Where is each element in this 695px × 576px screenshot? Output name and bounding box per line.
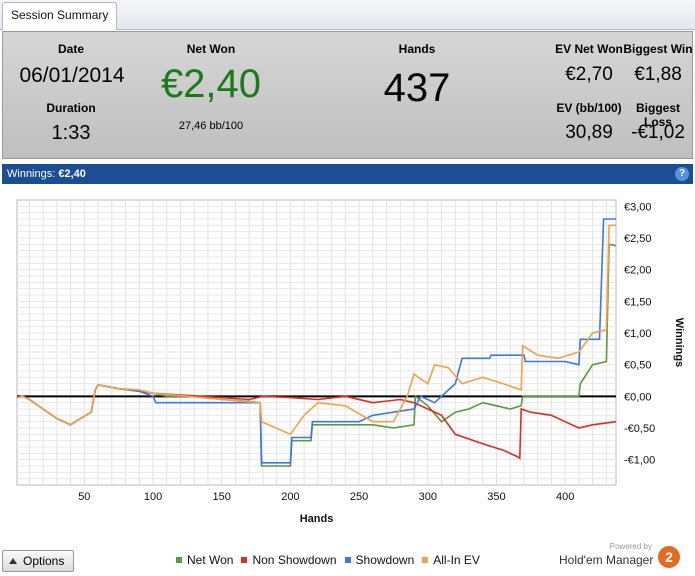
ev-net-won-label: EV Net Won bbox=[555, 42, 623, 56]
options-label: Options bbox=[23, 554, 65, 568]
biggest-win-value: €1,88 bbox=[634, 64, 682, 85]
x-tick-label: 250 bbox=[350, 491, 368, 503]
legend-item: All-In EV bbox=[422, 553, 480, 567]
winnings-chart: 50 100 150 200 250 300 350 400 €3,00 €2,50 €2,00 €1… bbox=[16, 199, 685, 525]
tab-session-summary[interactable]: Session Summary bbox=[2, 2, 118, 30]
legend-item: Net Won bbox=[176, 553, 233, 567]
date-value: 06/01/2014 bbox=[19, 64, 125, 87]
help-icon[interactable]: ? bbox=[675, 167, 689, 181]
chart-header-bar: Winnings: €2,40 ? bbox=[2, 164, 693, 184]
duration-label: Duration bbox=[46, 101, 96, 115]
net-won-value: €2,40 bbox=[160, 62, 262, 106]
x-tick-label: 300 bbox=[419, 491, 437, 503]
legend-swatch bbox=[176, 557, 182, 563]
legend-label: Non Showdown bbox=[252, 553, 337, 567]
legend-swatch bbox=[344, 557, 351, 563]
chart-header-title: Winnings: bbox=[7, 168, 56, 180]
y-tick-label: €1,00 bbox=[624, 328, 652, 340]
legend-item: Showdown bbox=[344, 553, 415, 567]
legend-swatch bbox=[422, 557, 429, 563]
brand-badge-icon: 2 bbox=[658, 546, 680, 568]
date-label: Date bbox=[57, 42, 84, 56]
biggest-loss-label: Biggest Loss bbox=[635, 101, 680, 129]
legend-label: All-In EV bbox=[433, 553, 480, 567]
net-won-label: Net Won bbox=[186, 42, 236, 56]
brand-name: Hold'em Manager bbox=[559, 553, 654, 567]
series-line bbox=[16, 224, 616, 436]
y-tick-label: €0,50 bbox=[624, 360, 652, 372]
legend-item: Non Showdown bbox=[241, 553, 337, 567]
ev-net-won-value: €2,70 bbox=[565, 64, 613, 85]
x-tick-label: 100 bbox=[144, 491, 162, 503]
plot-area bbox=[16, 199, 617, 486]
biggest-win-label: Biggest Win bbox=[623, 42, 693, 56]
y-tick-label: €3,00 bbox=[624, 201, 652, 213]
y-tick-label: €1,50 bbox=[624, 296, 652, 308]
triangle-up-icon bbox=[9, 558, 17, 564]
options-button[interactable]: Options bbox=[2, 550, 74, 572]
powered-by-text: Powered by bbox=[609, 542, 652, 551]
ev-bb100-value: 30,89 bbox=[565, 122, 613, 143]
bb100-value: 27,46 bb/100 bbox=[178, 120, 244, 132]
x-tick-label: 400 bbox=[556, 491, 574, 503]
x-tick-label: 200 bbox=[281, 491, 299, 503]
chart-header-value: €2,40 bbox=[58, 168, 86, 180]
y-tick-label: €2,50 bbox=[624, 233, 652, 245]
legend-label: Showdown bbox=[355, 553, 415, 567]
tab-strip: Session Summary bbox=[0, 0, 695, 30]
y-axis-label: Winnings bbox=[673, 318, 685, 367]
session-summary-panel: Date 06/01/2014 Duration 1:33 Net Won €2… bbox=[2, 31, 693, 159]
x-tick-label: 150 bbox=[213, 491, 231, 503]
y-tick-label: €2,00 bbox=[624, 265, 652, 277]
y-tick-label: -€1,00 bbox=[624, 455, 655, 467]
y-tick-label: -€0,50 bbox=[624, 423, 655, 435]
legend-swatch bbox=[241, 557, 248, 563]
x-tick-label: 350 bbox=[487, 491, 505, 503]
chart-legend: Net Won Non Showdown Showdown All-In EV bbox=[176, 553, 488, 569]
x-tick-label: 50 bbox=[78, 491, 90, 503]
duration-value: 1:33 bbox=[51, 122, 91, 144]
y-tick-label: €0,00 bbox=[624, 391, 652, 403]
hands-value: 437 bbox=[383, 66, 451, 110]
x-axis-label: Hands bbox=[300, 513, 334, 525]
legend-label: Net Won bbox=[187, 553, 234, 567]
ev-bb100-label: EV (bb/100) bbox=[556, 101, 622, 115]
biggest-loss-value: -€1,02 bbox=[631, 122, 685, 143]
hands-label: Hands bbox=[398, 42, 436, 56]
brand-logo: Powered by Hold'em Manager 2 bbox=[556, 542, 686, 574]
